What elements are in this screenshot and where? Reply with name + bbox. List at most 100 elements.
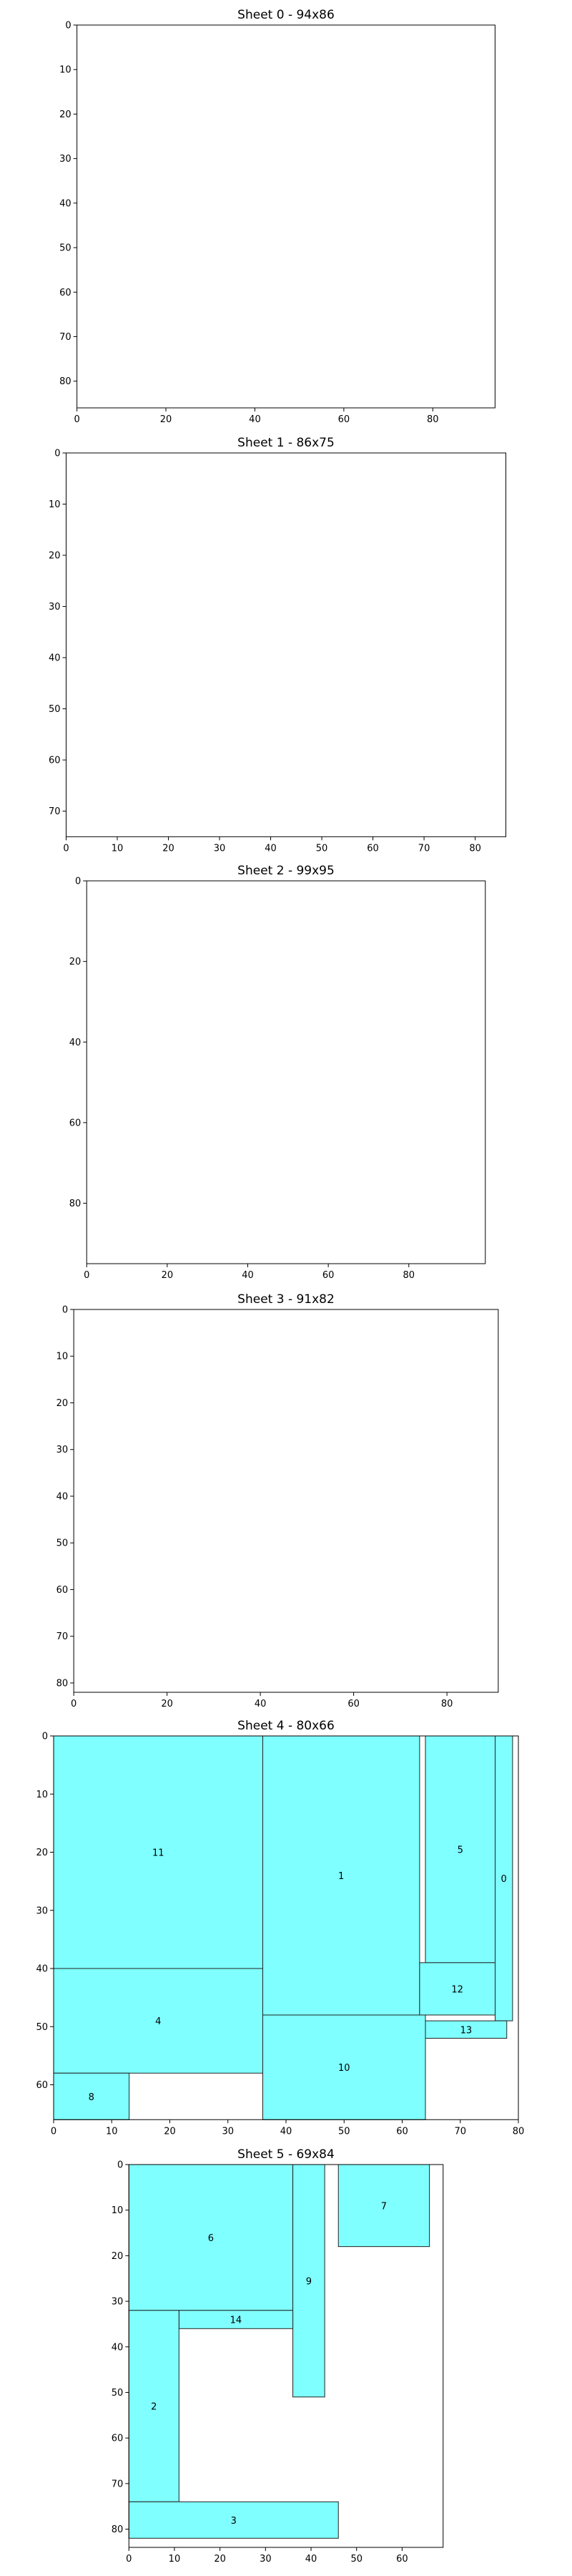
- piece-3-label: 3: [231, 2516, 237, 2527]
- sheet-5-title: Sheet 5 - 69x84: [237, 2147, 335, 2162]
- y-tick-label: 20: [56, 1398, 69, 1409]
- x-tick-label: 80: [441, 1699, 453, 1709]
- piece-14-label: 14: [230, 2316, 242, 2326]
- sheet-0-title: Sheet 0 - 94x86: [237, 8, 335, 22]
- piece-3: [128, 2501, 339, 2539]
- y-tick-label: 30: [36, 1906, 48, 1916]
- piece-13-label: 13: [460, 2025, 473, 2036]
- piece-1-label: 1: [338, 1871, 344, 1882]
- y-tick-label: 30: [49, 602, 61, 613]
- x-tick-label: 20: [160, 414, 172, 425]
- y-tick-label: 20: [112, 2251, 124, 2262]
- x-tick-label: 20: [161, 1699, 173, 1709]
- piece-9-label: 9: [306, 2276, 312, 2287]
- y-tick-label: 50: [112, 2388, 124, 2399]
- y-tick-label: 50: [56, 1538, 69, 1549]
- x-tick-label: 80: [427, 414, 439, 425]
- x-tick-label: 60: [322, 1270, 335, 1281]
- y-tick-label: 40: [49, 653, 61, 664]
- piece-7-label: 7: [381, 2201, 387, 2212]
- sheet-2-panel: Sheet 2 - 99x95 0 20 40 60 80 0 20 40 60 80: [69, 864, 486, 1281]
- y-tick-label: 40: [56, 1491, 69, 1502]
- sheet-0-panel: Sheet 0 - 94x86 0 20 40 60 80 0 10 20 30 40 50 60 70…: [59, 8, 495, 425]
- x-tick-label: 70: [418, 843, 430, 854]
- y-tick-label: 20: [69, 957, 82, 967]
- x-tick-label: 0: [126, 2554, 132, 2565]
- piece-14: [178, 2310, 294, 2329]
- x-tick-label: 40: [280, 2126, 292, 2137]
- y-tick-label: 60: [56, 1585, 69, 1596]
- y-tick-label: 80: [112, 2524, 124, 2535]
- x-tick-label: 50: [338, 2126, 350, 2137]
- piece-12-label: 12: [451, 1984, 463, 1995]
- y-tick-label: 0: [42, 1732, 48, 1742]
- piece-8-label: 8: [89, 2092, 94, 2103]
- piece-0-label: 0: [501, 1874, 507, 1885]
- x-tick-label: 40: [265, 843, 277, 854]
- y-tick-label: 80: [56, 1678, 69, 1689]
- y-tick-label: 10: [112, 2205, 124, 2216]
- y-tick-label: 50: [59, 243, 72, 254]
- x-tick-label: 80: [469, 843, 481, 854]
- x-tick-label: 0: [84, 1270, 89, 1281]
- y-tick-label: 80: [69, 1199, 82, 1209]
- y-tick-label: 30: [56, 1445, 69, 1455]
- sheet-3-title: Sheet 3 - 91x82: [237, 1292, 335, 1307]
- y-tick-label: 60: [59, 288, 72, 298]
- x-tick-label: 60: [347, 1699, 360, 1709]
- sheet-1-panel: Sheet 1 - 86x75 0 10 20 30 40 50 60 70 80 0 10 20 30…: [49, 436, 506, 854]
- y-tick-label: 0: [65, 21, 71, 31]
- y-tick-label: 10: [59, 65, 72, 76]
- piece-2: [128, 2310, 179, 2502]
- y-tick-label: 20: [36, 1848, 48, 1858]
- x-tick-label: 20: [162, 843, 174, 854]
- piece-10-label: 10: [338, 2063, 350, 2074]
- y-tick-label: 70: [112, 2479, 124, 2489]
- x-tick-label: 80: [513, 2126, 525, 2137]
- y-tick-label: 0: [54, 449, 60, 459]
- piece-5: [425, 1735, 495, 1963]
- x-tick-label: 0: [71, 1699, 77, 1709]
- piece-8: [53, 2072, 130, 2120]
- x-tick-label: 70: [454, 2126, 466, 2137]
- y-tick-label: 10: [56, 1352, 69, 1362]
- sheet-0-frame: [77, 24, 495, 409]
- piece-7: [337, 2164, 430, 2248]
- piece-5-label: 5: [458, 1845, 463, 1855]
- piece-6-label: 6: [208, 2233, 214, 2244]
- x-tick-label: 50: [350, 2554, 363, 2565]
- piece-6: [128, 2164, 294, 2311]
- y-tick-label: 70: [56, 1631, 69, 1642]
- y-tick-label: 10: [36, 1790, 48, 1800]
- piece-4: [53, 1968, 263, 2074]
- y-tick-label: 10: [49, 499, 61, 510]
- sheet-3-frame: [73, 1309, 499, 1693]
- sheet-1-frame: [66, 452, 506, 837]
- x-tick-label: 40: [305, 2554, 317, 2565]
- sheet-4-title: Sheet 4 - 80x66: [237, 1719, 335, 1733]
- y-tick-label: 0: [75, 877, 81, 887]
- x-tick-label: 40: [242, 1270, 254, 1281]
- x-tick-label: 30: [214, 843, 226, 854]
- piece-4-label: 4: [155, 2016, 161, 2027]
- sheet-3-panel: Sheet 3 - 91x82 0 20 40 60 80010203040506070…: [56, 1292, 499, 1709]
- y-tick-label: 70: [59, 332, 72, 343]
- x-tick-label: 10: [112, 843, 124, 854]
- x-tick-label: 60: [396, 2126, 408, 2137]
- piece-2-label: 2: [151, 2402, 157, 2413]
- y-tick-label: 70: [49, 806, 61, 817]
- y-tick-label: 20: [59, 109, 72, 120]
- y-tick-label: 40: [69, 1038, 82, 1048]
- piece-11-label: 11: [152, 1848, 164, 1859]
- piece-11: [53, 1735, 263, 1969]
- y-tick-label: 40: [36, 1964, 48, 1975]
- y-tick-label: 60: [112, 2434, 124, 2444]
- y-tick-label: 80: [59, 376, 72, 387]
- y-tick-label: 50: [49, 704, 61, 715]
- sheet-2-title: Sheet 2 - 99x95: [237, 864, 335, 878]
- y-tick-label: 60: [69, 1118, 82, 1128]
- y-tick-label: 50: [36, 2022, 48, 2033]
- y-tick-label: 30: [59, 154, 72, 165]
- x-tick-label: 10: [169, 2554, 181, 2565]
